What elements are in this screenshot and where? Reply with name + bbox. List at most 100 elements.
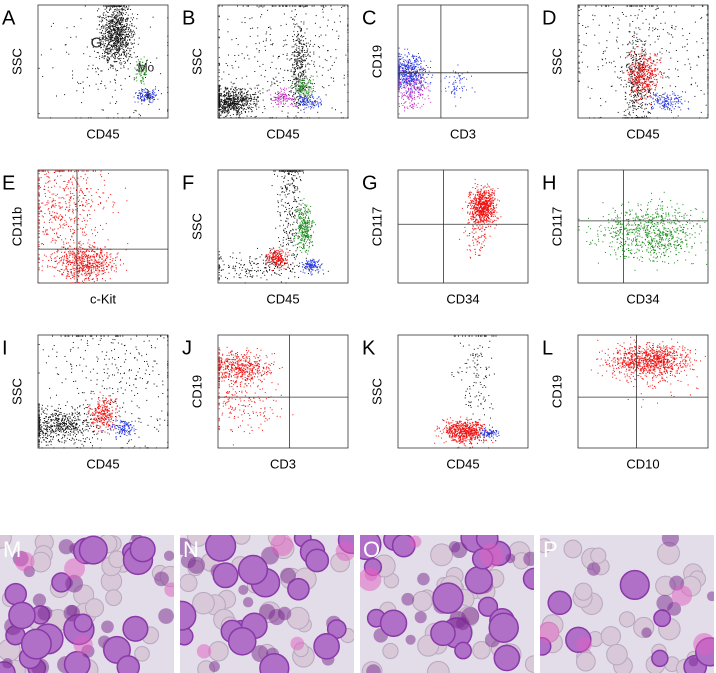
dot — [398, 85, 400, 87]
dot — [114, 42, 116, 44]
dot — [300, 75, 301, 77]
dot — [671, 110, 672, 111]
dot — [115, 74, 117, 76]
dot — [308, 86, 310, 88]
dot — [141, 103, 143, 105]
dot — [630, 69, 632, 70]
dot — [312, 83, 313, 85]
dot — [421, 68, 423, 70]
dot — [235, 86, 237, 88]
dot — [652, 30, 654, 32]
dot — [703, 55, 705, 56]
dot — [140, 74, 142, 76]
dot — [282, 97, 284, 99]
dot — [635, 90, 637, 92]
dot — [227, 65, 229, 67]
dot — [242, 5, 244, 7]
dot — [306, 90, 308, 92]
dot — [634, 117, 636, 119]
dot — [613, 7, 614, 9]
dot — [230, 88, 232, 90]
dot — [403, 85, 405, 87]
dot — [115, 26, 117, 28]
dot — [223, 104, 225, 106]
dot — [411, 68, 413, 70]
dot — [259, 65, 261, 67]
dot — [295, 63, 297, 65]
dot — [97, 52, 99, 54]
dot — [308, 94, 310, 96]
dot — [421, 76, 423, 78]
dot — [275, 5, 277, 7]
dot — [661, 53, 663, 55]
dot — [347, 5, 349, 7]
dot — [235, 108, 237, 110]
dot — [654, 29, 656, 30]
dot — [649, 117, 651, 119]
dot — [102, 35, 104, 37]
dot — [218, 97, 220, 99]
dot — [411, 107, 413, 108]
dot — [296, 23, 298, 25]
dot — [672, 36, 674, 38]
dot — [412, 85, 414, 87]
dot — [149, 93, 151, 95]
dot — [299, 97, 301, 99]
dot — [126, 50, 128, 52]
dot — [318, 56, 320, 58]
dot — [107, 56, 109, 58]
dot — [297, 117, 298, 119]
dot — [643, 87, 645, 89]
dot — [278, 98, 280, 100]
dot — [244, 100, 246, 102]
dot — [116, 48, 118, 50]
dot — [223, 110, 225, 112]
dot — [411, 95, 413, 97]
dot — [108, 38, 110, 40]
dot — [637, 108, 639, 110]
dot — [635, 5, 637, 7]
dot — [302, 86, 304, 88]
dot — [126, 8, 128, 10]
dot — [633, 73, 635, 75]
dot — [75, 36, 77, 38]
dot — [400, 73, 402, 75]
dot — [229, 101, 231, 103]
dot — [136, 69, 138, 71]
dot — [643, 69, 645, 70]
dot — [636, 90, 638, 92]
dot — [96, 52, 98, 53]
dot — [237, 104, 239, 105]
dot — [451, 91, 453, 93]
dot — [222, 110, 224, 112]
dot — [322, 67, 324, 69]
dot — [580, 9, 582, 11]
dot — [631, 99, 633, 101]
dot — [578, 10, 580, 11]
dot — [664, 101, 666, 102]
dot — [297, 77, 299, 79]
dot — [407, 59, 409, 61]
dot — [116, 45, 117, 47]
dot — [664, 103, 666, 105]
dot — [113, 27, 114, 29]
dot — [654, 68, 656, 70]
dot — [620, 56, 621, 58]
dot — [228, 104, 230, 106]
dot — [408, 93, 410, 95]
dot — [240, 106, 242, 108]
dot — [119, 55, 121, 56]
dot — [413, 69, 415, 70]
dot — [240, 107, 242, 109]
dot — [619, 71, 621, 72]
dot — [262, 63, 264, 65]
dot — [295, 61, 297, 63]
dot — [146, 60, 148, 62]
dot — [220, 102, 222, 104]
dot — [308, 81, 310, 83]
dot — [138, 95, 140, 96]
dot — [657, 68, 659, 70]
dot — [218, 88, 220, 90]
dot — [300, 36, 302, 38]
